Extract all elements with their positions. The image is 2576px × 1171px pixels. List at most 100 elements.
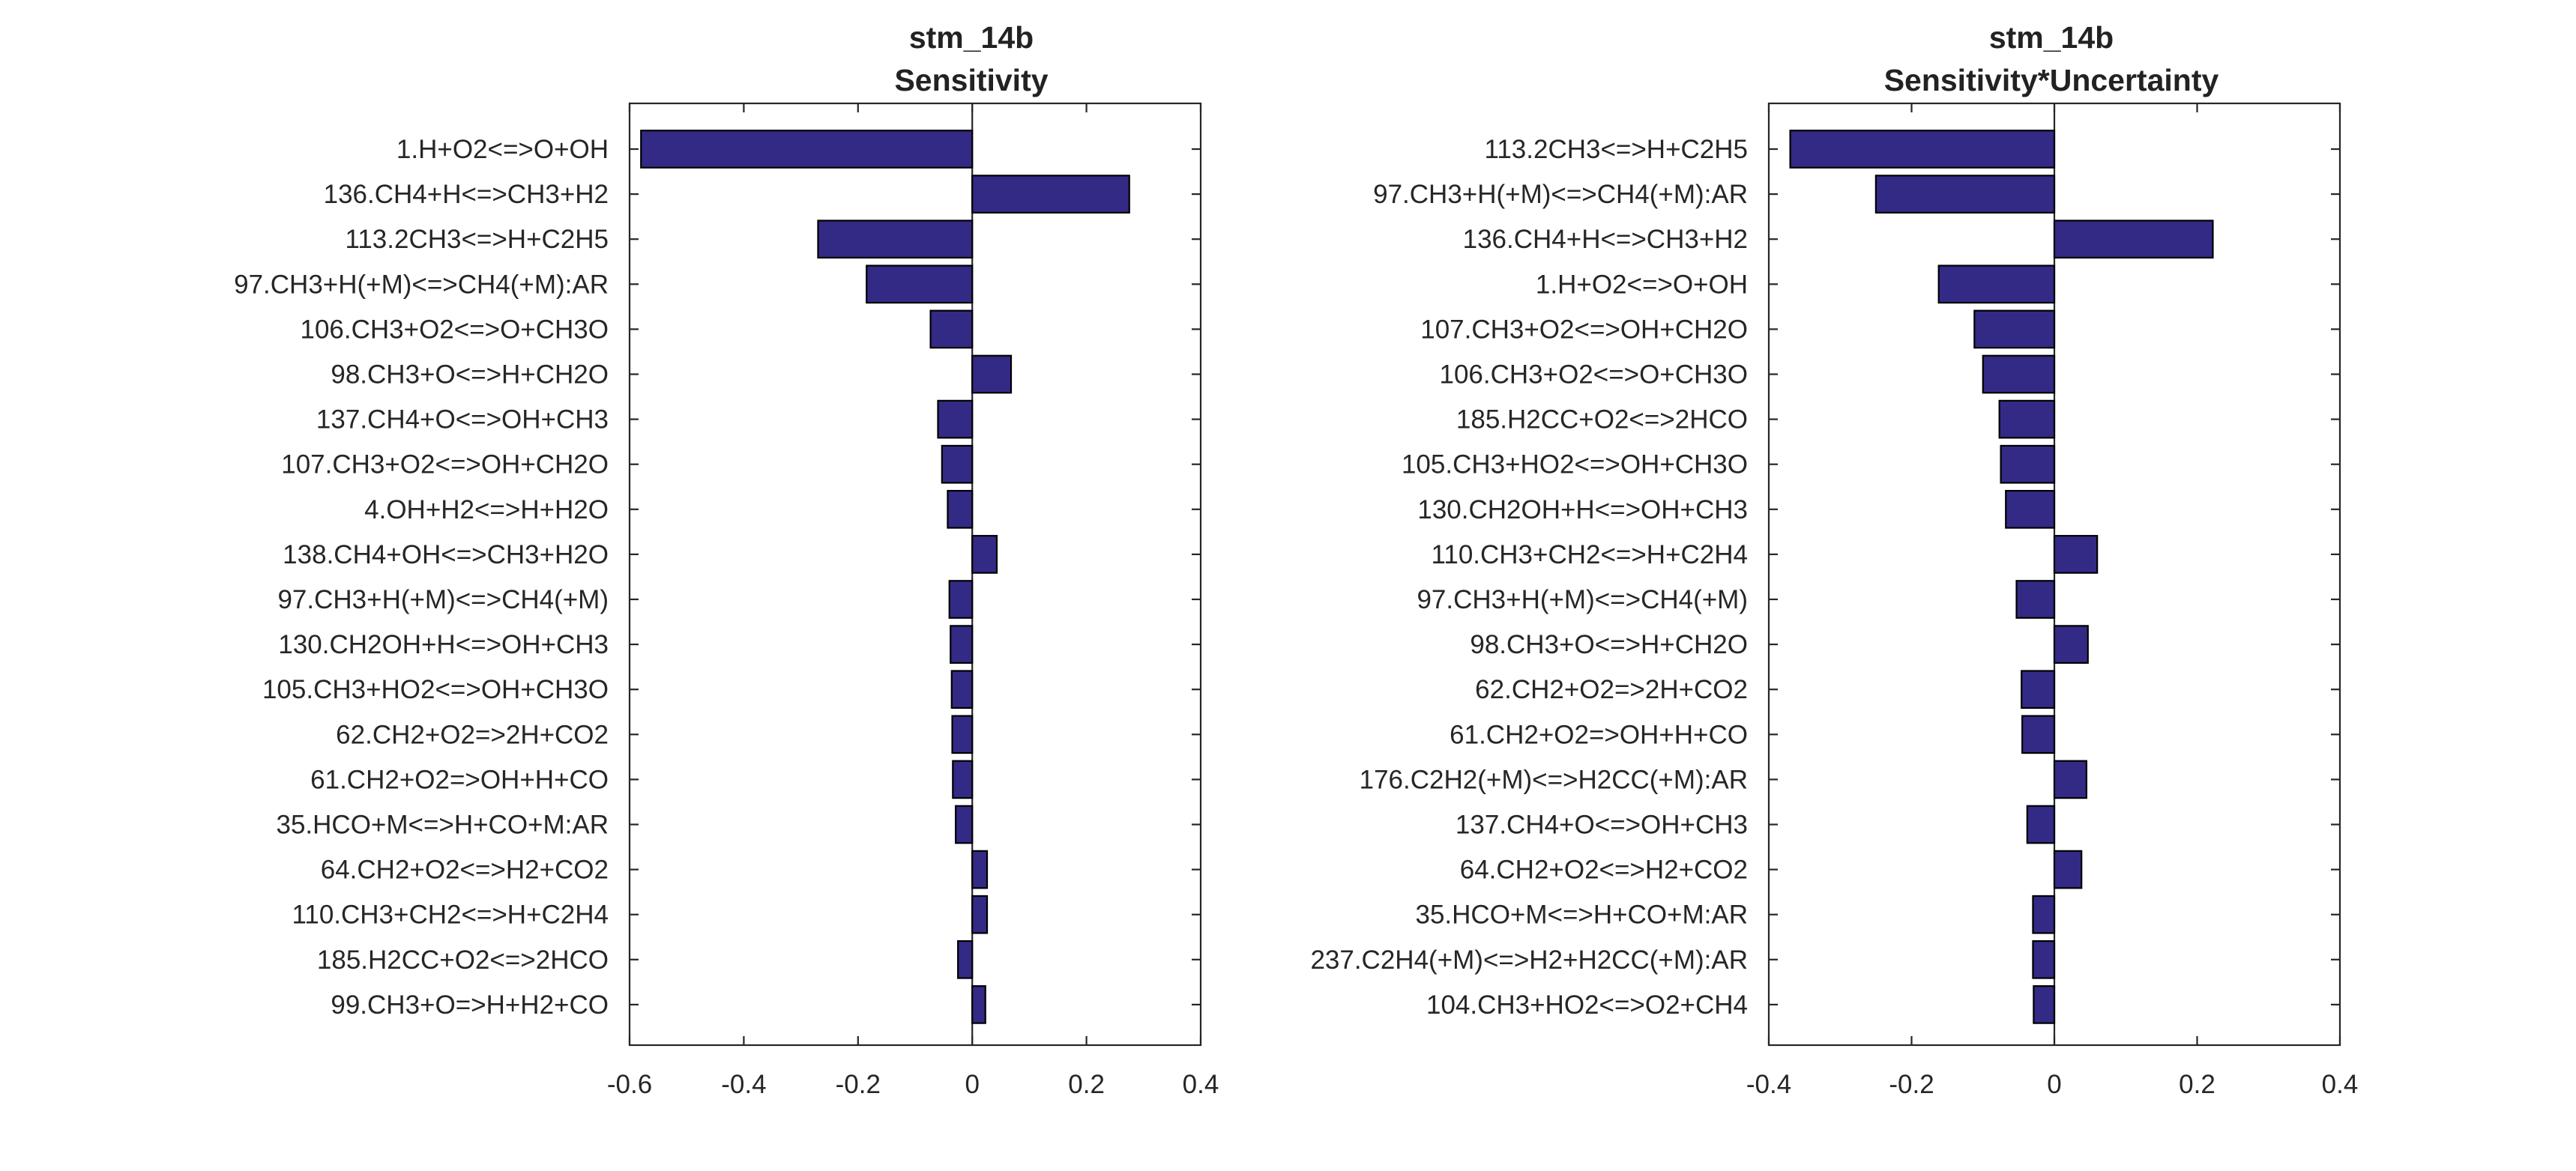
bar xyxy=(866,264,974,304)
bar xyxy=(929,309,974,349)
bar xyxy=(948,580,974,619)
bar xyxy=(947,489,974,529)
category-label: 98.CH3+O<=>H+CH2O xyxy=(1470,630,1748,659)
bar xyxy=(2032,895,2056,934)
bar xyxy=(2053,535,2099,574)
category-label: 105.CH3+HO2<=>OH+CH3O xyxy=(262,675,609,704)
bar xyxy=(2026,805,2056,844)
category-label: 107.CH3+O2<=>OH+CH2O xyxy=(1420,315,1748,344)
category-label: 113.2CH3<=>H+C2H5 xyxy=(345,225,609,254)
category-label: 98.CH3+O<=>H+CH2O xyxy=(331,360,609,390)
category-label: 130.CH2OH+H<=>OH+CH3 xyxy=(278,630,609,659)
category-label: 1.H+O2<=>O+OH xyxy=(1536,270,1748,299)
x-tick-label: 0.4 xyxy=(1183,1070,1219,1099)
category-label: 97.CH3+H(+M)<=>CH4(+M):AR xyxy=(234,270,609,299)
category-label: 62.CH2+O2=>2H+CO2 xyxy=(336,720,609,749)
category-label: 35.HCO+M<=>H+CO+M:AR xyxy=(277,811,609,840)
x-tick-label: -0.2 xyxy=(1889,1070,1934,1099)
bar xyxy=(1973,309,2056,349)
category-label: 104.CH3+HO2<=>O2+CH4 xyxy=(1426,990,1748,1020)
bar xyxy=(951,715,974,754)
x-tick-label: 0 xyxy=(965,1070,979,1099)
category-label: 176.C2H2(+M)<=>H2CC(+M):AR xyxy=(1360,765,1748,794)
category-label: 110.CH3+CH2<=>H+C2H4 xyxy=(1431,540,1748,569)
x-tick-label: 0.4 xyxy=(2322,1070,2359,1099)
bar xyxy=(971,895,989,934)
bar xyxy=(2015,580,2056,619)
bar xyxy=(640,130,974,169)
bar xyxy=(971,175,1130,214)
bar xyxy=(2005,489,2056,529)
category-label: 64.CH2+O2<=>H2+CO2 xyxy=(321,856,609,885)
chart-subtitle-left: Sensitivity xyxy=(894,63,1048,97)
category-label: 137.CH4+O<=>OH+CH3 xyxy=(1456,811,1748,840)
bar xyxy=(2053,850,2083,889)
category-label: 97.CH3+H(+M)<=>CH4(+M):AR xyxy=(1373,180,1748,209)
bar xyxy=(955,805,974,844)
bar xyxy=(2021,670,2056,709)
category-label: 185.H2CC+O2<=>2HCO xyxy=(317,945,609,975)
bars-right xyxy=(1789,103,2214,1045)
category-labels-left: 1.H+O2<=>O+OH 136.CH4+H<=>CH3+H2 113.2CH3<… xyxy=(234,135,609,1020)
bar xyxy=(1937,264,2056,304)
bar xyxy=(937,399,974,439)
bar xyxy=(1874,175,2056,214)
category-label: 106.CH3+O2<=>O+CH3O xyxy=(1440,360,1749,390)
category-label: 64.CH2+O2<=>H2+CO2 xyxy=(1460,856,1748,885)
category-label: 136.CH4+H<=>CH3+H2 xyxy=(324,180,609,209)
category-label: 113.2CH3<=>H+C2H5 xyxy=(1484,135,1748,164)
category-label: 138.CH4+OH<=>CH3+H2O xyxy=(283,540,609,569)
x-tick-label: 0.2 xyxy=(1068,1070,1105,1099)
category-label: 110.CH3+CH2<=>H+C2H4 xyxy=(292,901,609,930)
category-label: 4.OH+H2<=>H+H2O xyxy=(364,495,609,524)
x-tick-label: -0.2 xyxy=(836,1070,881,1099)
bar xyxy=(950,625,974,664)
bar xyxy=(2053,625,2089,664)
chart-title-left: stm_14b xyxy=(909,20,1034,55)
category-labels-right: 113.2CH3<=>H+C2H5 97.CH3+H(+M)<=>CH4(+M):… xyxy=(1310,135,1748,1020)
bar xyxy=(2021,715,2056,754)
x-tick-label: 0 xyxy=(2047,1070,2061,1099)
sensitivity-uncertainty-panel: stm_14b Sensitivity*Uncertainty 113.2CH3… xyxy=(1310,20,2358,1099)
bar xyxy=(952,760,974,799)
bar xyxy=(957,939,974,979)
bar xyxy=(971,535,998,574)
bar xyxy=(1982,354,2056,394)
plot-frame-left xyxy=(628,102,1202,1047)
chart-subtitle-right: Sensitivity*Uncertainty xyxy=(1884,63,2219,97)
x-tick-label: 0.2 xyxy=(2179,1070,2215,1099)
category-label: 62.CH2+O2=>2H+CO2 xyxy=(1475,675,1748,704)
bar xyxy=(817,220,974,259)
bar xyxy=(1998,399,2056,439)
x-tick-label: -0.4 xyxy=(1746,1070,1791,1099)
plot-frame-right xyxy=(1767,102,2341,1047)
category-label: 99.CH3+O=>H+H2+CO xyxy=(331,990,609,1020)
category-label: 106.CH3+O2<=>O+CH3O xyxy=(301,315,609,344)
category-label: 237.C2H4(+M)<=>H2+H2CC(+M):AR xyxy=(1310,945,1748,975)
bar xyxy=(1789,130,2056,169)
chart-title-right: stm_14b xyxy=(1989,20,2114,55)
bar xyxy=(971,354,1013,394)
bar xyxy=(2053,220,2214,259)
category-label: 97.CH3+H(+M)<=>CH4(+M) xyxy=(1417,585,1748,614)
category-label: 1.H+O2<=>O+OH xyxy=(396,135,609,164)
bar xyxy=(950,670,974,709)
bar xyxy=(2033,985,2056,1024)
bar xyxy=(971,985,986,1024)
sensitivity-panel: stm_14b Sensitivity 1.H+O2<=>O+OH 136.CH4… xyxy=(234,20,1219,1099)
category-label: 105.CH3+HO2<=>OH+CH3O xyxy=(1402,450,1748,479)
x-tick-label: -0.4 xyxy=(721,1070,766,1099)
category-label: 185.H2CC+O2<=>2HCO xyxy=(1456,405,1748,435)
category-label: 107.CH3+O2<=>OH+CH2O xyxy=(281,450,609,479)
category-label: 136.CH4+H<=>CH3+H2 xyxy=(1463,225,1748,254)
x-tick-label: -0.6 xyxy=(607,1070,652,1099)
bars-left xyxy=(640,103,1130,1045)
x-ticks-left: -0.6 -0.4 -0.2 0 0.2 0.4 xyxy=(607,103,1219,1099)
bar xyxy=(941,444,974,484)
category-label: 61.CH2+O2=>OH+H+CO xyxy=(310,765,609,794)
bar xyxy=(2032,939,2056,979)
category-label: 137.CH4+O<=>OH+CH3 xyxy=(316,405,609,435)
x-ticks-right: -0.4 -0.2 0 0.2 0.4 xyxy=(1746,103,2358,1099)
bar xyxy=(971,850,989,889)
